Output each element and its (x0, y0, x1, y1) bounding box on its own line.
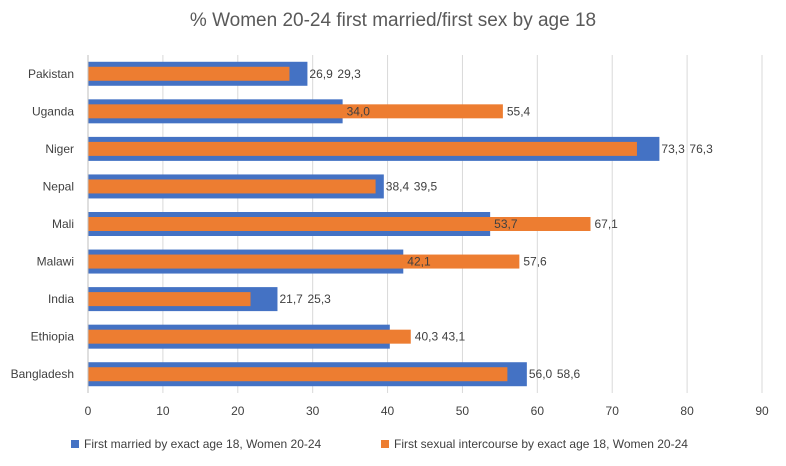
legend-item-married: First married by exact age 18, Women 20-… (71, 437, 321, 451)
data-labels: 26,9 29,3 55,4 34,0 73,3 76,3 38,4 39,5 67,1 53,7… (279, 67, 713, 381)
data-label-sex: 73,3 (661, 142, 685, 156)
category-label: Bangladesh (11, 367, 74, 381)
category-label: Pakistan (28, 67, 74, 81)
bar-sex (88, 367, 508, 382)
bars (88, 61, 660, 387)
x-tick-label: 80 (680, 404, 694, 418)
bar-sex (88, 329, 411, 344)
data-label-sex: 43,1 (442, 330, 466, 344)
category-label: India (48, 292, 74, 306)
chart-title: % Women 20-24 first married/first sex by… (189, 10, 597, 31)
bar-sex (88, 217, 591, 231)
data-label-married: 34,0 (347, 104, 371, 118)
x-tick-label: 50 (456, 404, 470, 418)
bar-sex (88, 292, 251, 307)
data-label-sex: 56,0 (529, 367, 553, 381)
data-label-sex: 67,1 (595, 217, 619, 231)
category-label: Malawi (37, 255, 74, 269)
data-label-married: 40,3 (415, 330, 439, 344)
x-tick-label: 10 (156, 404, 170, 418)
x-tick-label: 70 (606, 404, 620, 418)
data-label-sex: 55,4 (507, 104, 531, 118)
data-label-sex: 26,9 (309, 67, 333, 81)
data-label-sex: 57,6 (523, 255, 547, 269)
data-label-married: 53,7 (494, 217, 518, 231)
data-label-married: 58,6 (557, 367, 581, 381)
legend-item-sex: First sexual intercourse by exact age 18… (381, 437, 688, 451)
legend-swatch-sex (381, 440, 389, 448)
axes: 0 10 20 30 40 50 60 70 80 90 Pakistan Uganda Niger Ne… (11, 55, 769, 418)
legend-swatch-married (71, 440, 79, 448)
bar-sex (88, 141, 637, 156)
data-label-married: 76,3 (689, 142, 713, 156)
x-tick-label: 90 (755, 404, 769, 418)
x-tick-label: 30 (306, 404, 320, 418)
category-label: Niger (45, 142, 74, 156)
bar-sex (88, 254, 520, 269)
bar-sex (88, 66, 290, 81)
data-label-married: 42,1 (407, 255, 431, 269)
data-label-sex: 38,4 (386, 179, 410, 193)
x-tick-label: 20 (231, 404, 245, 418)
data-label-married: 25,3 (307, 292, 331, 306)
x-tick-label: 60 (531, 404, 545, 418)
data-label-married: 29,3 (337, 67, 361, 81)
legend-label-sex: First sexual intercourse by exact age 18… (394, 437, 688, 451)
category-label: Ethiopia (31, 330, 75, 344)
category-label: Mali (52, 217, 74, 231)
x-tick-label: 0 (85, 404, 92, 418)
bar-sex (88, 179, 376, 194)
category-label: Nepal (43, 179, 74, 193)
category-label: Uganda (32, 104, 74, 118)
data-label-sex: 21,7 (279, 292, 303, 306)
x-tick-label: 40 (381, 404, 395, 418)
legend-label-married: First married by exact age 18, Women 20-… (84, 437, 322, 451)
data-label-married: 39,5 (414, 179, 438, 193)
bar-sex (88, 104, 503, 119)
